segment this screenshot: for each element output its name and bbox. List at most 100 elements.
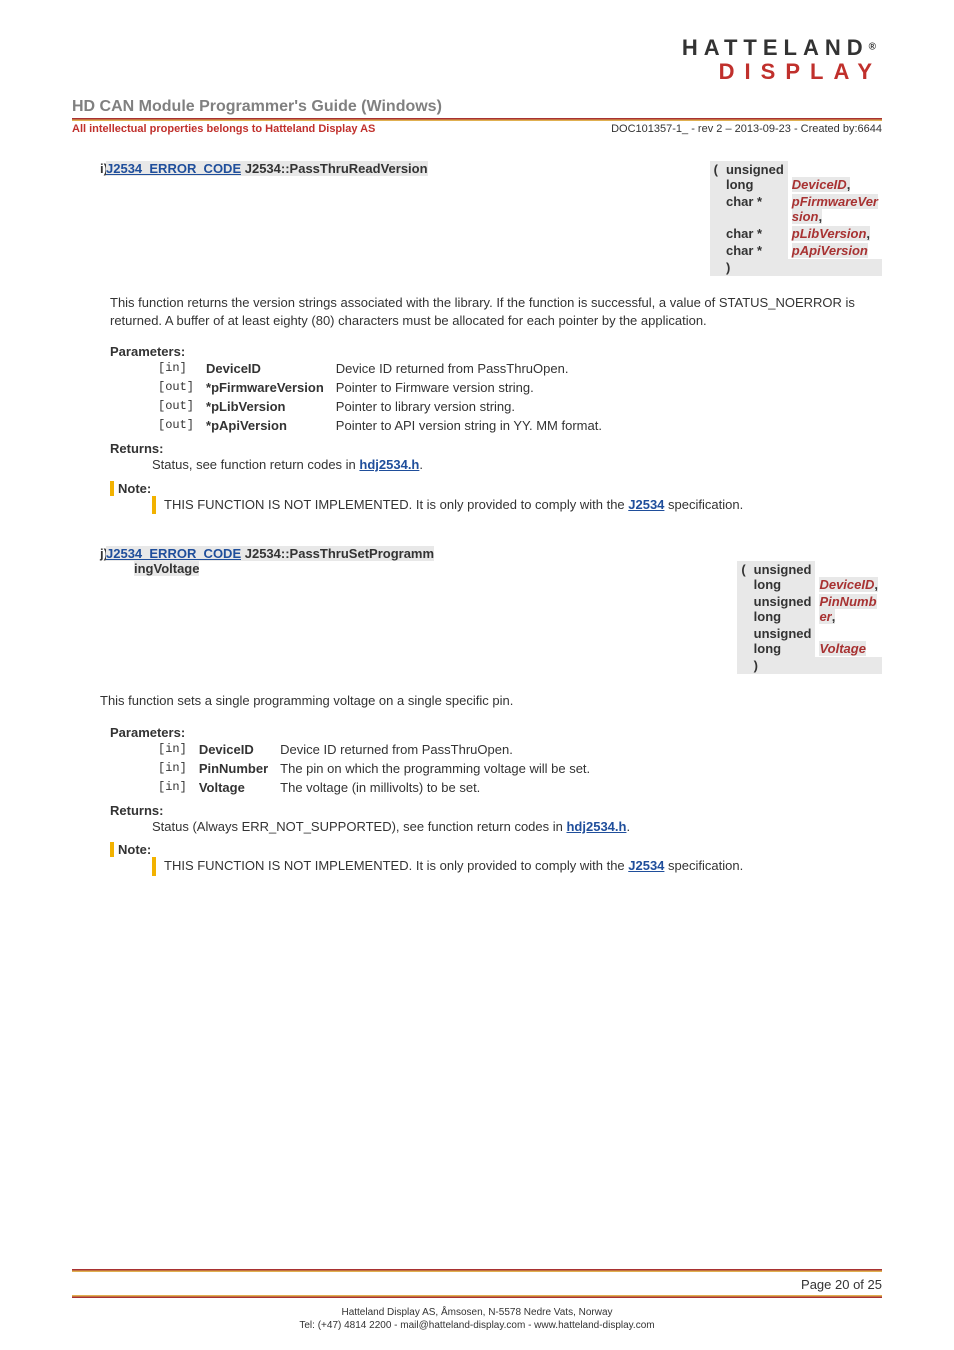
return-type-link[interactable]: J2534_ERROR_CODE	[106, 546, 241, 561]
arg-type: unsignedlong	[750, 625, 816, 657]
arg-name: DeviceID	[819, 577, 874, 592]
func-j-name: J2534_ERROR_CODE J2534::PassThruSetProgr…	[106, 546, 434, 561]
args-table: ( unsignedlong DeviceID, unsignedlong Pi…	[737, 561, 882, 674]
note-pre: THIS FUNCTION IS NOT IMPLEMENTED. It is …	[164, 858, 628, 873]
arg-type: unsignedlong	[722, 161, 788, 193]
func-j-note: THIS FUNCTION IS NOT IMPLEMENTED. It is …	[152, 857, 882, 876]
open-paren: (	[710, 161, 722, 276]
param-name: *pApiVersion	[200, 416, 330, 435]
returns-post: .	[626, 819, 630, 834]
returns-link[interactable]: hdj2534.h	[359, 457, 419, 472]
param-name: *pLibVersion	[200, 397, 330, 416]
param-dir: [out]	[152, 397, 200, 416]
param-dir: [in]	[152, 759, 193, 778]
param-name: DeviceID	[200, 359, 330, 378]
doc-subheader: All intellectual properties belongs to H…	[72, 123, 882, 135]
doc-ref: DOC101357-1_ - rev 2 – 2013-09-23 - Crea…	[611, 123, 882, 135]
param-row: [in] DeviceID Device ID returned from Pa…	[152, 359, 608, 378]
param-row: [in] PinNumber The pin on which the prog…	[152, 759, 596, 778]
param-row: [out] *pLibVersion Pointer to library ve…	[152, 397, 608, 416]
returns-pre: Status, see function return codes in	[152, 457, 359, 472]
param-desc: Pointer to Firmware version string.	[330, 378, 608, 397]
param-row: [in] Voltage The voltage (in millivolts)…	[152, 778, 596, 797]
func-j-desc: This function sets a single programming …	[100, 692, 882, 710]
arg-name: Voltage	[819, 641, 865, 656]
func-j-section: j) J2534_ERROR_CODE J2534::PassThruSetPr…	[72, 546, 882, 875]
func-j-params-table: [in] DeviceID Device ID returned from Pa…	[152, 740, 596, 797]
param-desc: The voltage (in millivolts) to be set.	[274, 778, 596, 797]
footer-rule	[72, 1295, 882, 1298]
param-desc: The pin on which the programming voltage…	[274, 759, 596, 778]
open-paren: (	[737, 561, 749, 674]
param-row: [out] *pFirmwareVersion Pointer to Firmw…	[152, 378, 608, 397]
func-j-signature-line2: ingVoltage ( unsignedlong DeviceID, unsi…	[72, 561, 882, 674]
note-post: specification.	[664, 497, 743, 512]
footer-line1: Hatteland Display AS, Åmsosen, N-5578 Ne…	[72, 1306, 882, 1319]
param-dir: [out]	[152, 416, 200, 435]
func-i-note: THIS FUNCTION IS NOT IMPLEMENTED. It is …	[152, 496, 882, 515]
arg-name: PinNumber	[819, 594, 876, 624]
doc-header: HD CAN Module Programmer's Guide (Window…	[72, 98, 882, 135]
arg-name: pApiVersion	[792, 243, 868, 258]
param-desc: Device ID returned from PassThruOpen.	[274, 740, 596, 759]
brand-logo: HATTELAND® DISPLAY	[682, 36, 882, 84]
arg-name: pFirmwareVersion	[792, 194, 878, 224]
footer-rule-top	[72, 1269, 882, 1272]
param-dir: [out]	[152, 378, 200, 397]
arg-type: char *	[722, 193, 788, 225]
func-name: J2534::PassThruReadVersion	[241, 161, 427, 176]
func-j-signature: j) J2534_ERROR_CODE J2534::PassThruSetPr…	[72, 546, 882, 561]
return-type-link[interactable]: J2534_ERROR_CODE	[106, 161, 241, 176]
func-j-returns: Status (Always ERR_NOT_SUPPORTED), see f…	[152, 818, 882, 836]
arg-name-cell: pLibVersion,	[788, 225, 882, 242]
param-desc: Device ID returned from PassThruOpen.	[330, 359, 608, 378]
note-link[interactable]: J2534	[628, 497, 664, 512]
page: HATTELAND® DISPLAY HD CAN Module Program…	[0, 0, 954, 1350]
close-paren: )	[722, 259, 882, 276]
arg-name-cell: pApiVersion	[788, 242, 882, 259]
arg-name-cell: DeviceID,	[788, 161, 882, 193]
header-rule	[72, 118, 882, 121]
arg-name-cell: PinNumber,	[815, 593, 882, 625]
arg-name-cell: pFirmwareVersion,	[788, 193, 882, 225]
params-label: Parameters:	[110, 344, 882, 359]
args-table: ( unsignedlong DeviceID, char * pFirmwar…	[710, 161, 882, 276]
func-i-desc: This function returns the version string…	[110, 294, 882, 330]
returns-link[interactable]: hdj2534.h	[566, 819, 626, 834]
page-number: Page 20 of 25	[801, 1277, 882, 1292]
func-i-params-table: [in] DeviceID Device ID returned from Pa…	[152, 359, 608, 435]
note-pre: THIS FUNCTION IS NOT IMPLEMENTED. It is …	[164, 497, 628, 512]
note-post: specification.	[664, 858, 743, 873]
arg-type: char *	[722, 242, 788, 259]
param-desc: Pointer to library version string.	[330, 397, 608, 416]
ip-line: All intellectual properties belongs to H…	[72, 123, 375, 135]
func-i-returns: Status, see function return codes in hdj…	[152, 456, 882, 474]
note-label: Note:	[110, 842, 882, 857]
params-label: Parameters:	[110, 725, 882, 740]
logo-bottom: DISPLAY	[682, 60, 882, 84]
param-name: *pFirmwareVersion	[200, 378, 330, 397]
doc-title: HD CAN Module Programmer's Guide (Window…	[72, 98, 882, 116]
logo-top: HATTELAND	[682, 35, 869, 60]
returns-label: Returns:	[110, 441, 882, 456]
func-name-cont: ingVoltage	[134, 561, 199, 576]
returns-post: .	[419, 457, 423, 472]
func-i-signature: i) J2534_ERROR_CODE J2534::PassThruReadV…	[72, 161, 882, 276]
param-name: DeviceID	[193, 740, 274, 759]
param-desc: Pointer to API version string in YY. MM …	[330, 416, 608, 435]
param-dir: [in]	[152, 778, 193, 797]
list-letter: j)	[72, 546, 106, 561]
param-name: PinNumber	[193, 759, 274, 778]
list-letter: i)	[72, 161, 106, 276]
logo-reg-mark: ®	[869, 42, 882, 53]
param-row: [out] *pApiVersion Pointer to API versio…	[152, 416, 608, 435]
arg-type: char *	[722, 225, 788, 242]
arg-name-cell: DeviceID,	[815, 561, 882, 593]
arg-type: unsignedlong	[750, 561, 816, 593]
func-j-name-cont: ingVoltage	[134, 561, 199, 674]
note-link[interactable]: J2534	[628, 858, 664, 873]
param-row: [in] DeviceID Device ID returned from Pa…	[152, 740, 596, 759]
returns-pre: Status (Always ERR_NOT_SUPPORTED), see f…	[152, 819, 566, 834]
arg-name: pLibVersion	[792, 226, 867, 241]
func-name: J2534::PassThruSetProgramm	[241, 546, 434, 561]
